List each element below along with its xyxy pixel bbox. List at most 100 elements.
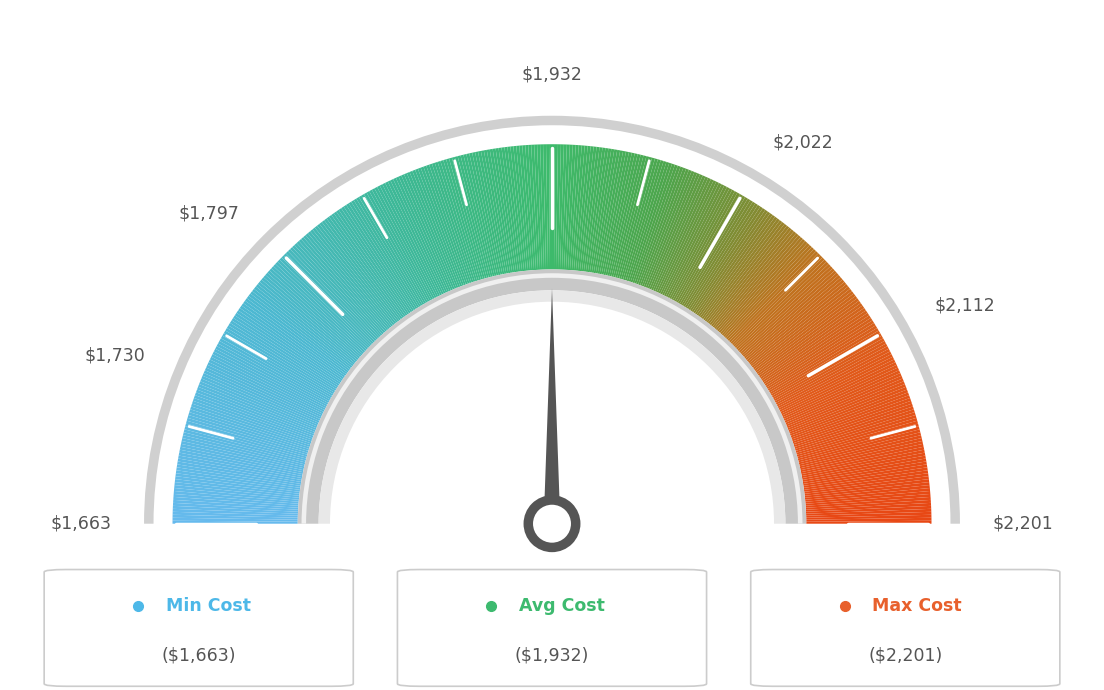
Wedge shape xyxy=(787,379,904,428)
Wedge shape xyxy=(513,146,528,270)
Wedge shape xyxy=(697,212,771,316)
Wedge shape xyxy=(202,373,319,424)
Wedge shape xyxy=(752,288,852,368)
Text: $2,201: $2,201 xyxy=(992,515,1053,533)
Wedge shape xyxy=(252,288,352,368)
Wedge shape xyxy=(372,188,433,300)
Wedge shape xyxy=(796,418,917,455)
Wedge shape xyxy=(701,217,777,319)
Wedge shape xyxy=(614,155,646,277)
Wedge shape xyxy=(201,376,318,426)
Wedge shape xyxy=(189,412,309,451)
Wedge shape xyxy=(499,148,518,272)
Text: ($2,201): ($2,201) xyxy=(868,647,943,664)
Wedge shape xyxy=(246,296,349,373)
Wedge shape xyxy=(732,255,822,345)
Wedge shape xyxy=(799,438,922,469)
Wedge shape xyxy=(628,162,669,282)
Wedge shape xyxy=(213,351,326,410)
Wedge shape xyxy=(380,184,438,297)
Wedge shape xyxy=(783,365,898,419)
Wedge shape xyxy=(435,162,476,282)
Wedge shape xyxy=(641,169,689,286)
Wedge shape xyxy=(683,199,751,307)
Wedge shape xyxy=(341,206,413,313)
Wedge shape xyxy=(763,313,869,384)
Wedge shape xyxy=(388,180,444,295)
Wedge shape xyxy=(698,213,773,317)
Wedge shape xyxy=(325,219,401,320)
Wedge shape xyxy=(799,435,922,466)
Wedge shape xyxy=(797,421,919,457)
Wedge shape xyxy=(582,147,599,271)
Wedge shape xyxy=(767,323,875,391)
Wedge shape xyxy=(180,444,304,472)
Wedge shape xyxy=(243,301,347,376)
Wedge shape xyxy=(385,181,442,295)
Wedge shape xyxy=(487,149,510,273)
Wedge shape xyxy=(364,193,427,303)
Wedge shape xyxy=(729,251,818,342)
Wedge shape xyxy=(806,512,932,518)
Wedge shape xyxy=(265,273,361,357)
Wedge shape xyxy=(256,284,354,365)
Wedge shape xyxy=(711,228,792,326)
Wedge shape xyxy=(746,279,845,362)
Wedge shape xyxy=(806,494,931,506)
Wedge shape xyxy=(622,159,658,279)
Wedge shape xyxy=(190,406,310,447)
Wedge shape xyxy=(687,201,755,309)
Wedge shape xyxy=(217,341,329,403)
Wedge shape xyxy=(238,308,343,381)
Wedge shape xyxy=(800,444,924,472)
Wedge shape xyxy=(668,186,726,298)
Wedge shape xyxy=(655,177,708,292)
Wedge shape xyxy=(505,147,522,271)
Wedge shape xyxy=(415,169,463,286)
Wedge shape xyxy=(351,200,420,308)
Wedge shape xyxy=(353,199,421,307)
Wedge shape xyxy=(794,406,914,447)
Wedge shape xyxy=(604,152,631,275)
Wedge shape xyxy=(264,275,360,359)
Wedge shape xyxy=(426,165,469,284)
Wedge shape xyxy=(722,241,807,335)
Wedge shape xyxy=(745,277,842,360)
Wedge shape xyxy=(619,157,655,279)
Wedge shape xyxy=(295,243,381,337)
Wedge shape xyxy=(177,464,301,486)
Wedge shape xyxy=(192,401,311,443)
Wedge shape xyxy=(774,338,884,401)
Wedge shape xyxy=(671,188,732,300)
FancyBboxPatch shape xyxy=(751,569,1060,687)
Wedge shape xyxy=(723,243,809,337)
Wedge shape xyxy=(432,163,474,282)
Wedge shape xyxy=(215,346,327,406)
Wedge shape xyxy=(677,193,740,303)
Text: Min Cost: Min Cost xyxy=(166,597,251,615)
Wedge shape xyxy=(788,384,906,432)
Wedge shape xyxy=(688,204,757,310)
Wedge shape xyxy=(753,291,853,369)
Wedge shape xyxy=(576,146,591,270)
Wedge shape xyxy=(806,503,931,512)
Wedge shape xyxy=(765,318,872,388)
Wedge shape xyxy=(245,298,348,374)
Wedge shape xyxy=(785,371,900,423)
Wedge shape xyxy=(805,488,930,502)
Wedge shape xyxy=(406,172,457,289)
Wedge shape xyxy=(310,229,392,328)
Wedge shape xyxy=(564,145,573,270)
Wedge shape xyxy=(615,156,649,278)
Wedge shape xyxy=(558,144,564,270)
Wedge shape xyxy=(349,201,417,309)
Wedge shape xyxy=(275,262,368,350)
Wedge shape xyxy=(776,344,888,405)
Wedge shape xyxy=(700,215,775,318)
Wedge shape xyxy=(704,220,783,322)
Wedge shape xyxy=(803,455,926,480)
Wedge shape xyxy=(734,259,827,348)
Wedge shape xyxy=(662,181,719,295)
Wedge shape xyxy=(798,426,920,460)
Wedge shape xyxy=(714,231,796,329)
